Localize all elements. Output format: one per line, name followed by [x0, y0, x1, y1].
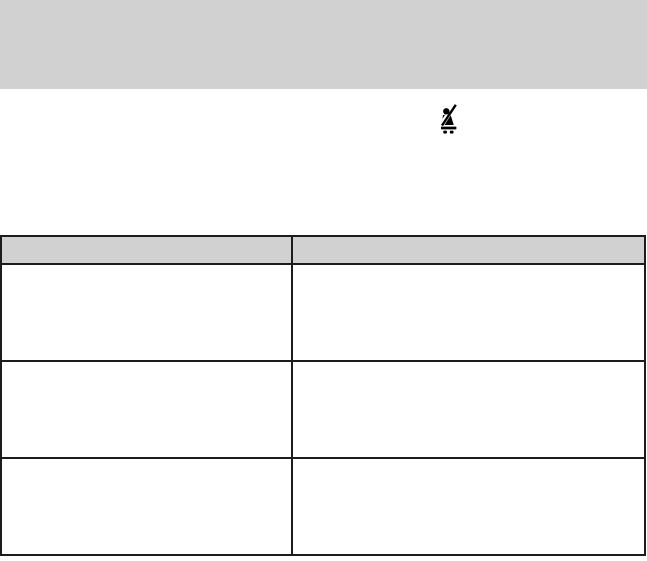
table-header-cell: [291, 235, 646, 265]
table-cell: [0, 360, 293, 459]
table-row: [0, 360, 646, 459]
table-cell: [291, 360, 646, 459]
content-table: [0, 235, 646, 556]
table-cell: [291, 457, 646, 556]
table-cell: [0, 263, 293, 362]
table-cell: [0, 457, 293, 556]
seatbelt-icon: [440, 104, 460, 134]
table-header-row: [0, 235, 646, 265]
table-row: [0, 457, 646, 556]
table-cell: [291, 263, 646, 362]
table-row: [0, 263, 646, 362]
table-header-cell: [0, 235, 293, 265]
header-band: [0, 0, 647, 89]
